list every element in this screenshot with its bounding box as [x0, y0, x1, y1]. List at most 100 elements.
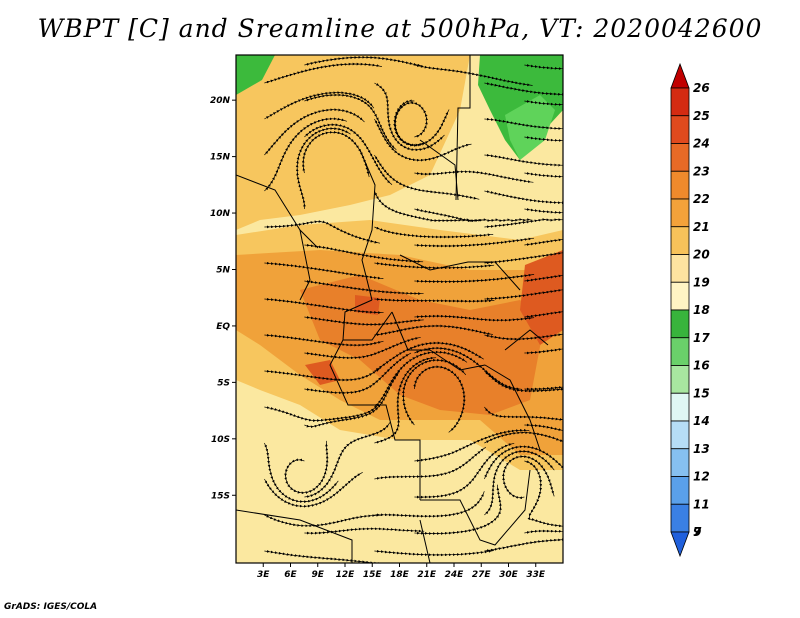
streamline	[524, 265, 563, 283]
colorbar-label: 20	[693, 248, 710, 262]
colorbar-label: 24	[693, 137, 710, 151]
latitude-axis: 20N 15N 10N 5N EQ 5S 10S 15S	[210, 96, 236, 501]
colorbar-label: 14	[693, 414, 710, 428]
colorbar-swatch	[670, 448, 690, 477]
lat-tick-label: EQ	[216, 322, 230, 332]
streamlines	[264, 55, 563, 563]
colorbar-swatch	[670, 115, 690, 144]
country-borders	[236, 55, 549, 563]
colorbar-swatch	[670, 365, 690, 394]
colorbar-label: 16	[693, 359, 710, 373]
lat-tick-label: 5S	[217, 378, 230, 388]
streamline	[374, 226, 494, 239]
streamline	[393, 101, 429, 147]
streamline	[524, 130, 563, 143]
lat-tick-label: 5N	[216, 265, 230, 275]
streamline	[264, 297, 384, 314]
lat-tick-label: 15N	[210, 153, 231, 163]
colorbar-swatch	[670, 62, 690, 89]
streamline	[295, 127, 351, 209]
streamline	[484, 406, 563, 423]
lon-tick-label: 30E	[499, 570, 519, 580]
streamline	[264, 261, 384, 280]
streamline	[524, 58, 563, 71]
streamline	[484, 190, 563, 205]
lon-tick-label: 15E	[363, 570, 383, 580]
streamline	[524, 94, 563, 107]
streamline	[374, 549, 495, 557]
streamline	[414, 170, 534, 183]
streamline	[524, 525, 563, 534]
streamline	[484, 327, 563, 341]
streamline	[524, 339, 563, 355]
lon-tick-label: 3E	[257, 570, 270, 580]
streamline	[264, 513, 382, 528]
colorbar-label: 23	[693, 164, 710, 178]
colorbar-swatch	[670, 226, 690, 255]
streamline	[524, 229, 563, 246]
streamline	[264, 62, 382, 84]
lon-tick-label: 27E	[472, 570, 492, 580]
colorbar-swatch	[670, 309, 690, 339]
streamline	[374, 324, 493, 337]
colorbar-swatch	[670, 531, 690, 558]
colorbar-label: 17	[693, 331, 710, 345]
streamline	[484, 246, 563, 265]
lon-tick-label: 33E	[526, 570, 546, 580]
streamline	[484, 370, 563, 393]
streamline	[524, 301, 563, 319]
lon-tick-label: 9E	[312, 570, 325, 580]
colorbar-label: 22	[693, 192, 710, 206]
colorbar-swatch	[670, 254, 690, 283]
colorbar-swatch	[670, 420, 690, 450]
streamline	[524, 166, 563, 179]
colorbar-swatch	[670, 87, 690, 117]
colorbar-label: 21	[693, 220, 710, 234]
streamline	[484, 82, 563, 96]
streamline	[414, 484, 502, 535]
colorbar-swatch	[670, 198, 690, 228]
lon-tick-label: 24E	[445, 570, 465, 580]
colorbar-label: 11	[693, 497, 710, 511]
streamline	[414, 237, 535, 248]
colorbar-swatch	[670, 170, 690, 200]
colorbar-label: 13	[693, 442, 710, 456]
colorbar-label: 19	[693, 275, 710, 289]
colorbar-swatch	[670, 143, 690, 172]
streamline	[304, 316, 424, 326]
colorbar-label: 25	[693, 109, 710, 123]
lat-tick-label: 10N	[210, 209, 231, 219]
streamline	[484, 535, 563, 552]
colorbar-label: 15	[693, 386, 710, 400]
wbpt-fill	[236, 55, 563, 563]
lat-tick-label: 15S	[211, 491, 230, 501]
lon-tick-label: 18E	[390, 570, 410, 580]
lat-tick-label: 10S	[211, 435, 230, 445]
colorbar-label: 7	[693, 525, 702, 539]
streamline	[264, 550, 382, 563]
streamline	[264, 220, 381, 244]
streamline	[374, 356, 437, 444]
streamline	[304, 280, 424, 295]
streamline	[304, 527, 425, 535]
streamline	[484, 283, 563, 301]
colorbar-label: 12	[693, 470, 710, 484]
streamline	[524, 423, 563, 437]
streamline	[414, 314, 535, 322]
colorbar-swatch	[670, 337, 690, 366]
streamline	[264, 117, 348, 192]
streamline	[374, 262, 495, 270]
streamline	[304, 422, 391, 499]
colorbar-swatch	[670, 281, 690, 311]
streamline	[374, 297, 495, 303]
streamline	[414, 273, 535, 284]
streamline	[484, 216, 563, 229]
longitude-axis: 3E 6E 9E 12E 15E 18E 21E 24E 27E 30E 33E	[257, 563, 546, 580]
streamline	[524, 202, 563, 215]
colorbar-swatch	[670, 503, 690, 533]
streamline	[524, 378, 563, 391]
lon-tick-label: 12E	[336, 570, 356, 580]
colorbar-label: 26	[693, 81, 710, 95]
streamline	[484, 117, 563, 131]
